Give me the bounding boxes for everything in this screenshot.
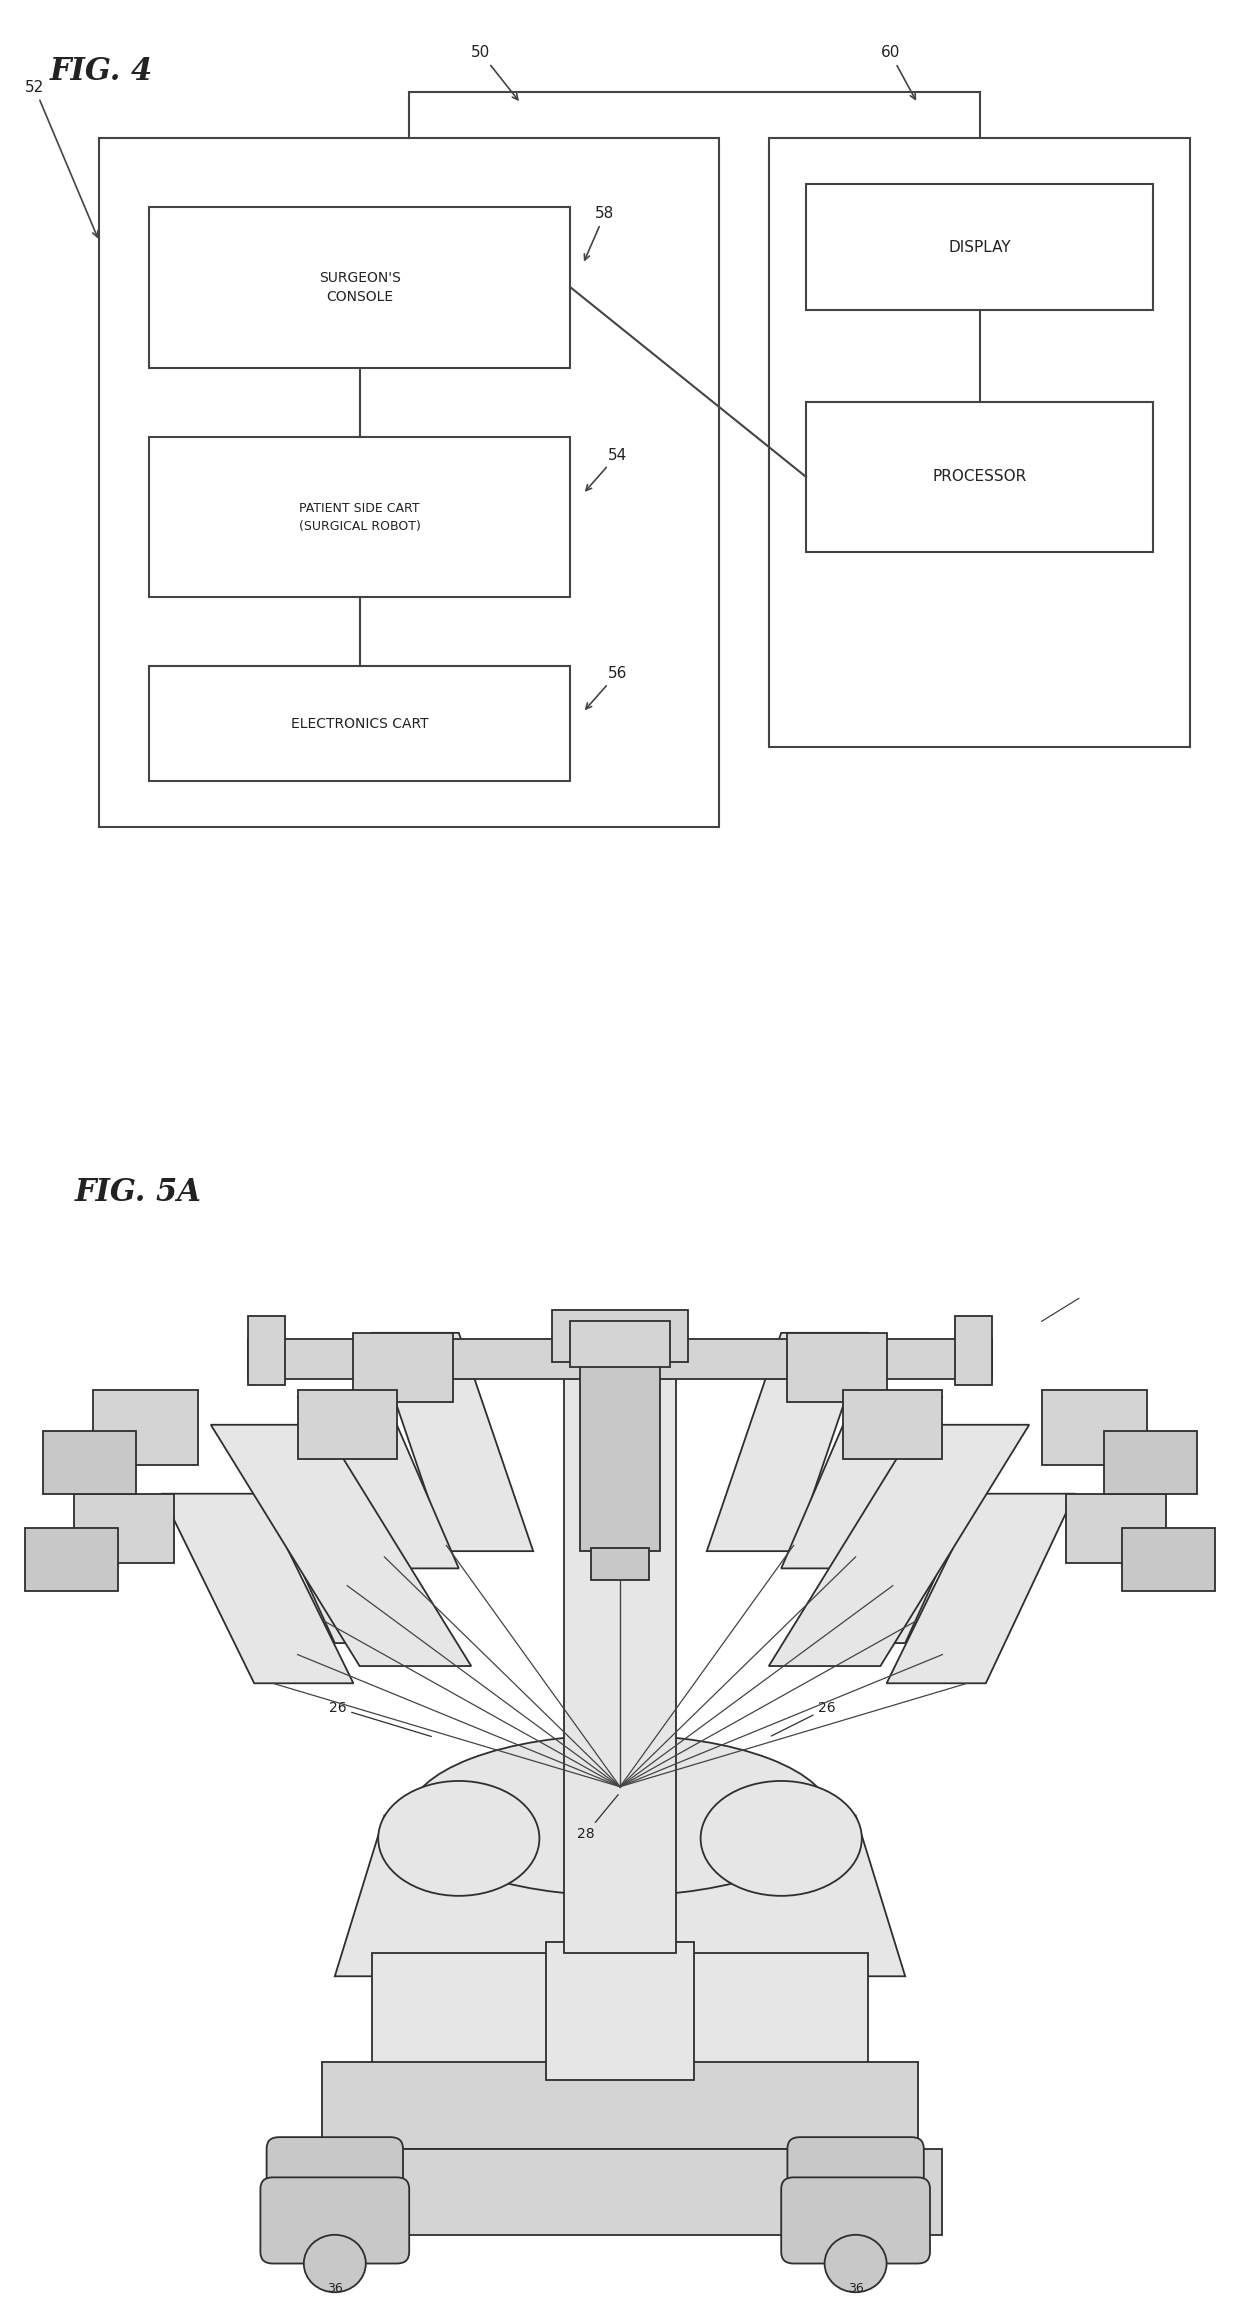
FancyBboxPatch shape <box>564 1356 676 1953</box>
Bar <box>769 138 1190 747</box>
Text: 26: 26 <box>771 1701 836 1735</box>
Circle shape <box>304 2234 366 2293</box>
FancyBboxPatch shape <box>591 1549 649 1581</box>
Bar <box>149 666 570 781</box>
Bar <box>149 207 570 368</box>
FancyBboxPatch shape <box>781 2179 930 2264</box>
Text: 56: 56 <box>585 666 627 708</box>
Text: FIG. 5A: FIG. 5A <box>74 1177 201 1209</box>
FancyBboxPatch shape <box>298 2149 942 2234</box>
Polygon shape <box>298 1395 459 1567</box>
Polygon shape <box>707 1333 868 1551</box>
Bar <box>149 437 570 597</box>
Ellipse shape <box>378 1781 539 1896</box>
FancyBboxPatch shape <box>25 1528 118 1590</box>
Text: 36: 36 <box>327 2282 342 2296</box>
FancyBboxPatch shape <box>1066 1494 1166 1563</box>
FancyBboxPatch shape <box>552 1310 688 1360</box>
Text: 50: 50 <box>471 46 518 99</box>
FancyBboxPatch shape <box>955 1314 992 1383</box>
Text: 60: 60 <box>880 46 915 99</box>
Ellipse shape <box>409 1735 831 1896</box>
Bar <box>99 138 719 827</box>
FancyBboxPatch shape <box>787 2137 924 2206</box>
Polygon shape <box>248 1455 428 1643</box>
Text: 58: 58 <box>584 207 615 260</box>
FancyBboxPatch shape <box>248 1337 992 1379</box>
Ellipse shape <box>701 1781 862 1896</box>
FancyBboxPatch shape <box>43 1429 136 1494</box>
FancyBboxPatch shape <box>267 2137 403 2206</box>
FancyBboxPatch shape <box>353 1333 453 1402</box>
FancyBboxPatch shape <box>298 1390 397 1459</box>
FancyBboxPatch shape <box>546 1942 694 2080</box>
Text: FIG. 4: FIG. 4 <box>50 57 153 87</box>
FancyBboxPatch shape <box>1104 1429 1197 1494</box>
Polygon shape <box>372 1333 533 1551</box>
Text: PROCESSOR: PROCESSOR <box>932 469 1027 485</box>
Text: 54: 54 <box>585 448 627 489</box>
FancyBboxPatch shape <box>248 1314 285 1383</box>
Polygon shape <box>211 1425 471 1666</box>
Polygon shape <box>769 1425 1029 1666</box>
Text: DISPLAY: DISPLAY <box>949 239 1011 255</box>
Bar <box>806 402 1153 552</box>
FancyBboxPatch shape <box>1122 1528 1215 1590</box>
FancyBboxPatch shape <box>93 1390 198 1466</box>
FancyBboxPatch shape <box>843 1390 942 1459</box>
Polygon shape <box>887 1494 1075 1682</box>
FancyBboxPatch shape <box>1042 1390 1147 1466</box>
Polygon shape <box>812 1455 992 1643</box>
FancyBboxPatch shape <box>372 1953 868 2080</box>
FancyBboxPatch shape <box>260 2179 409 2264</box>
Text: SURGEON'S
CONSOLE: SURGEON'S CONSOLE <box>319 271 401 303</box>
Bar <box>806 184 1153 310</box>
Polygon shape <box>335 1815 905 1976</box>
Text: PATIENT SIDE CART
(SURGICAL ROBOT): PATIENT SIDE CART (SURGICAL ROBOT) <box>299 501 420 533</box>
FancyBboxPatch shape <box>570 1321 670 1367</box>
FancyBboxPatch shape <box>74 1494 174 1563</box>
Text: 36: 36 <box>848 2282 863 2296</box>
FancyBboxPatch shape <box>787 1333 887 1402</box>
FancyBboxPatch shape <box>580 1356 660 1551</box>
Text: ELECTRONICS CART: ELECTRONICS CART <box>291 717 428 731</box>
Circle shape <box>825 2234 887 2293</box>
Polygon shape <box>781 1395 942 1567</box>
Text: 52: 52 <box>25 80 98 237</box>
Text: 26: 26 <box>329 1701 432 1737</box>
FancyBboxPatch shape <box>322 2064 918 2149</box>
Text: 28: 28 <box>577 1795 619 1841</box>
Polygon shape <box>161 1494 353 1682</box>
